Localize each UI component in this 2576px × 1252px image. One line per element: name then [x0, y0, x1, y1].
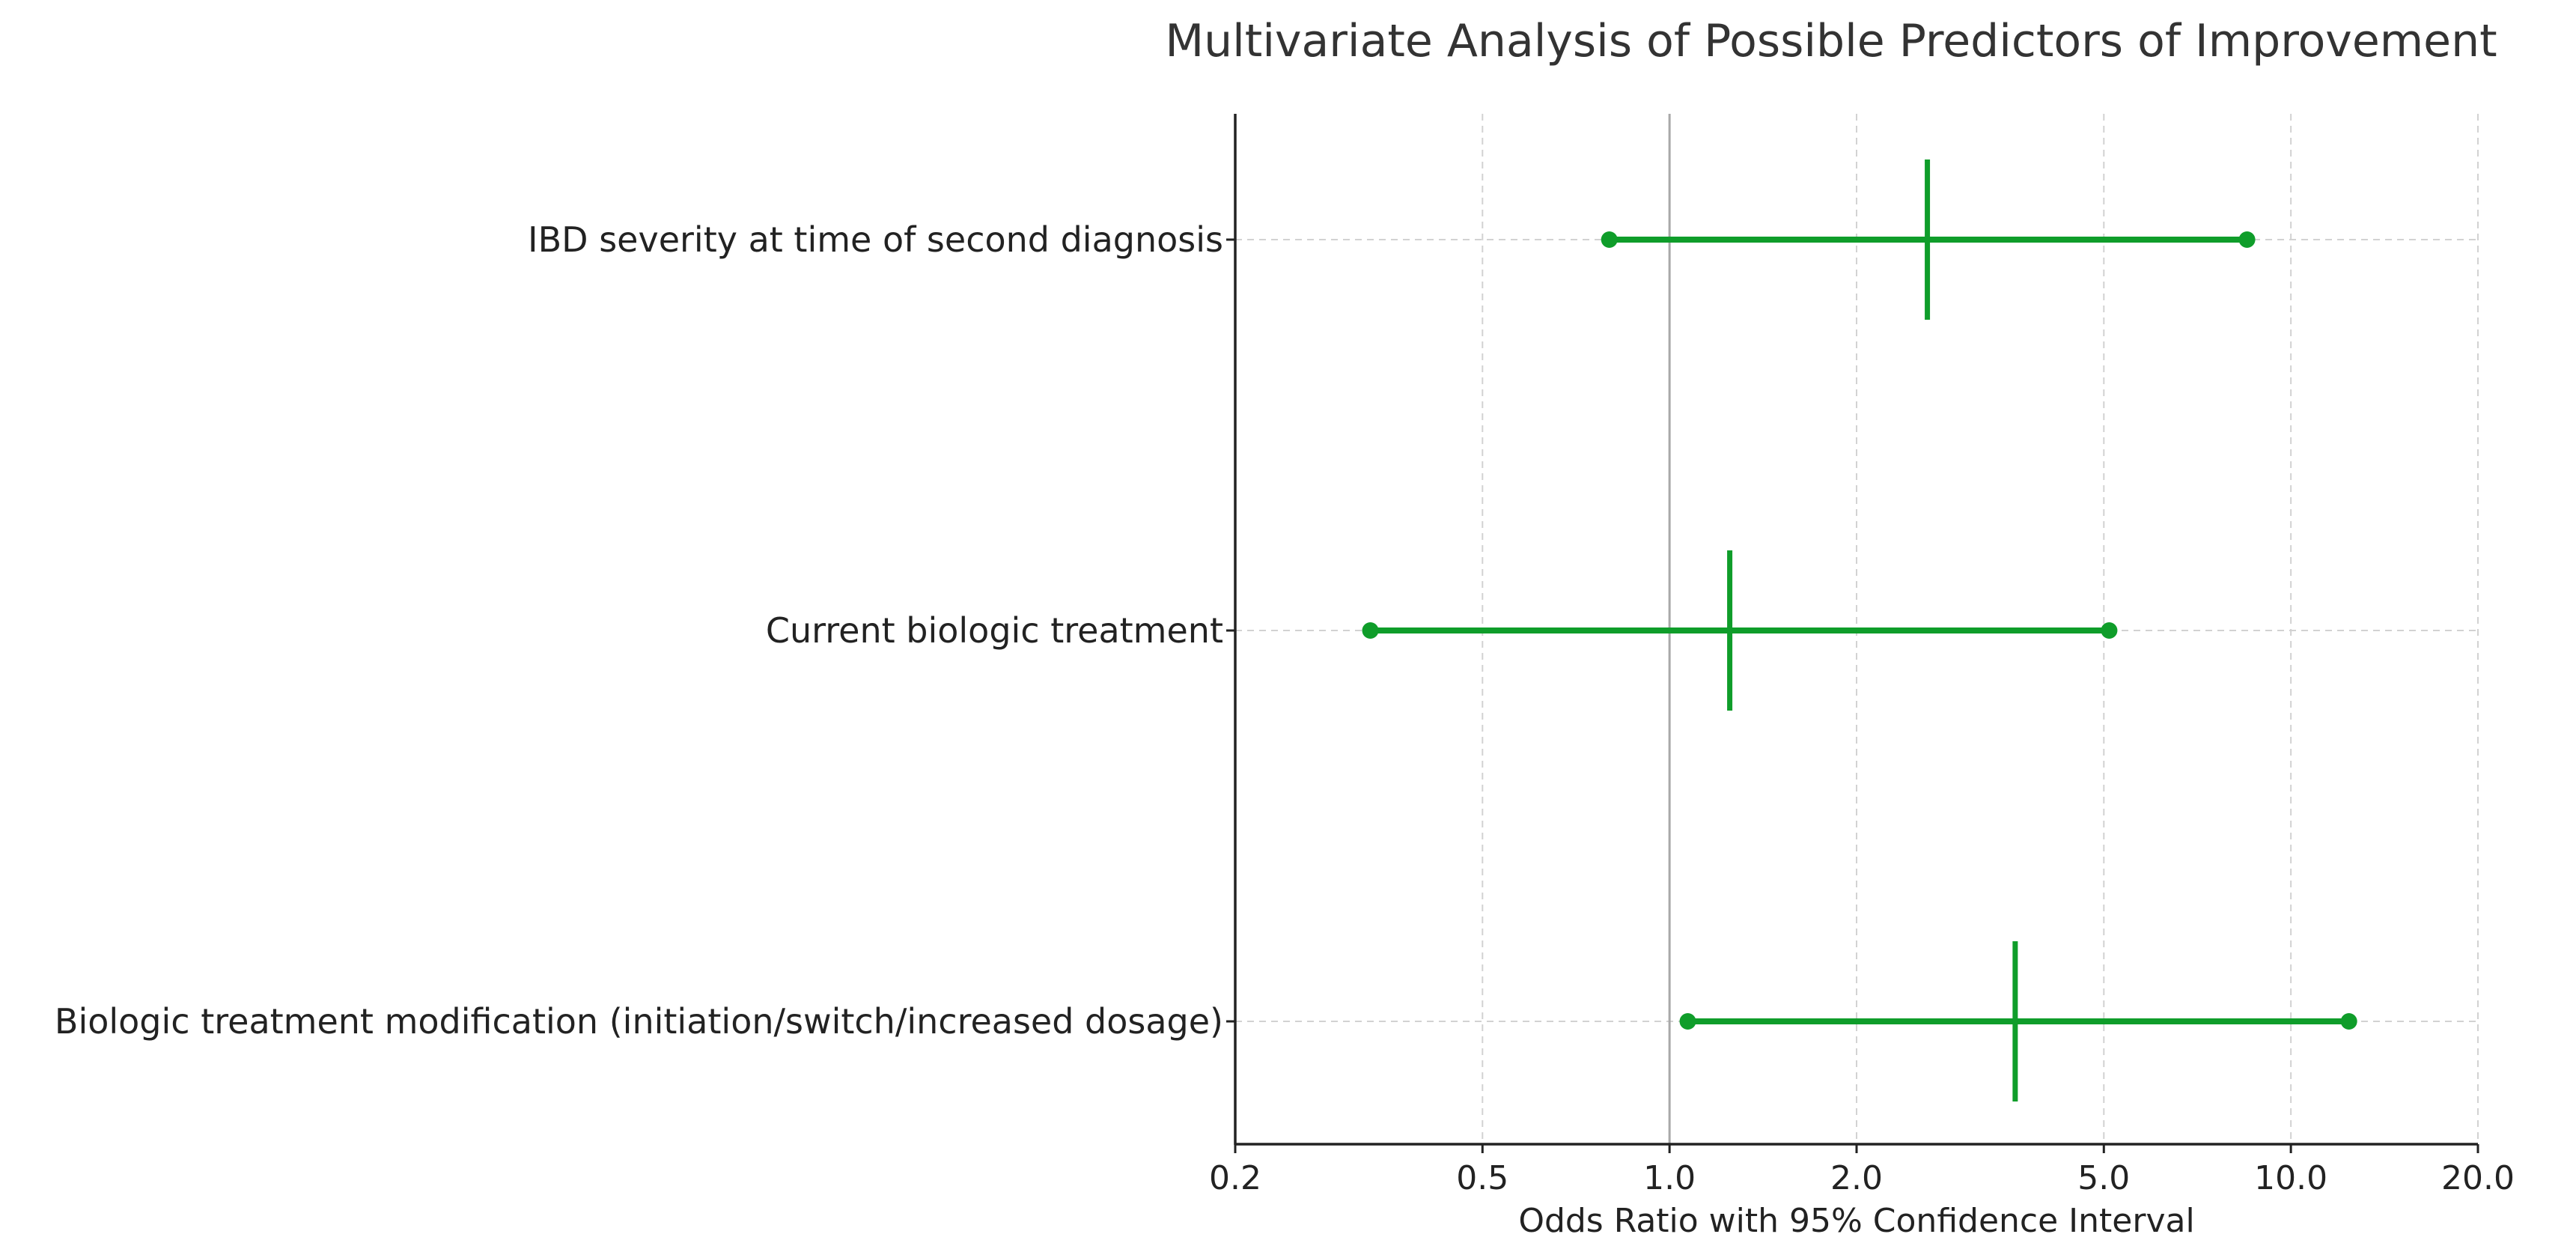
x-tick-label: 20.0 [2441, 1159, 2515, 1197]
x-tick-label: 5.0 [2077, 1159, 2130, 1197]
label-layer: Multivariate Analysis of Possible Predic… [55, 15, 2515, 1240]
x-axis-title: Odds Ratio with 95% Confidence Interval [1518, 1202, 2194, 1240]
ci-high-marker [2340, 1013, 2357, 1030]
category-label: Current biologic treatment [766, 610, 1223, 651]
ci-high-marker [2101, 622, 2118, 639]
category-label: IBD severity at time of second diagnosis [528, 219, 1223, 260]
ci-high-marker [2238, 231, 2256, 248]
x-tick-label: 10.0 [2254, 1159, 2327, 1197]
mark-layer [1362, 159, 2357, 1101]
ci-low-marker [1601, 231, 1618, 248]
x-tick-label: 0.5 [1456, 1159, 1508, 1197]
category-label: Biologic treatment modification (initiat… [55, 1001, 1223, 1042]
ci-low-marker [1679, 1013, 1696, 1030]
axis-layer [1226, 114, 2479, 1153]
x-tick-label: 1.0 [1643, 1159, 1696, 1197]
x-tick-label: 2.0 [1830, 1159, 1883, 1197]
ci-low-marker [1362, 622, 1379, 639]
chart-title: Multivariate Analysis of Possible Predic… [1165, 15, 2497, 67]
x-tick-label: 0.2 [1209, 1159, 1261, 1197]
